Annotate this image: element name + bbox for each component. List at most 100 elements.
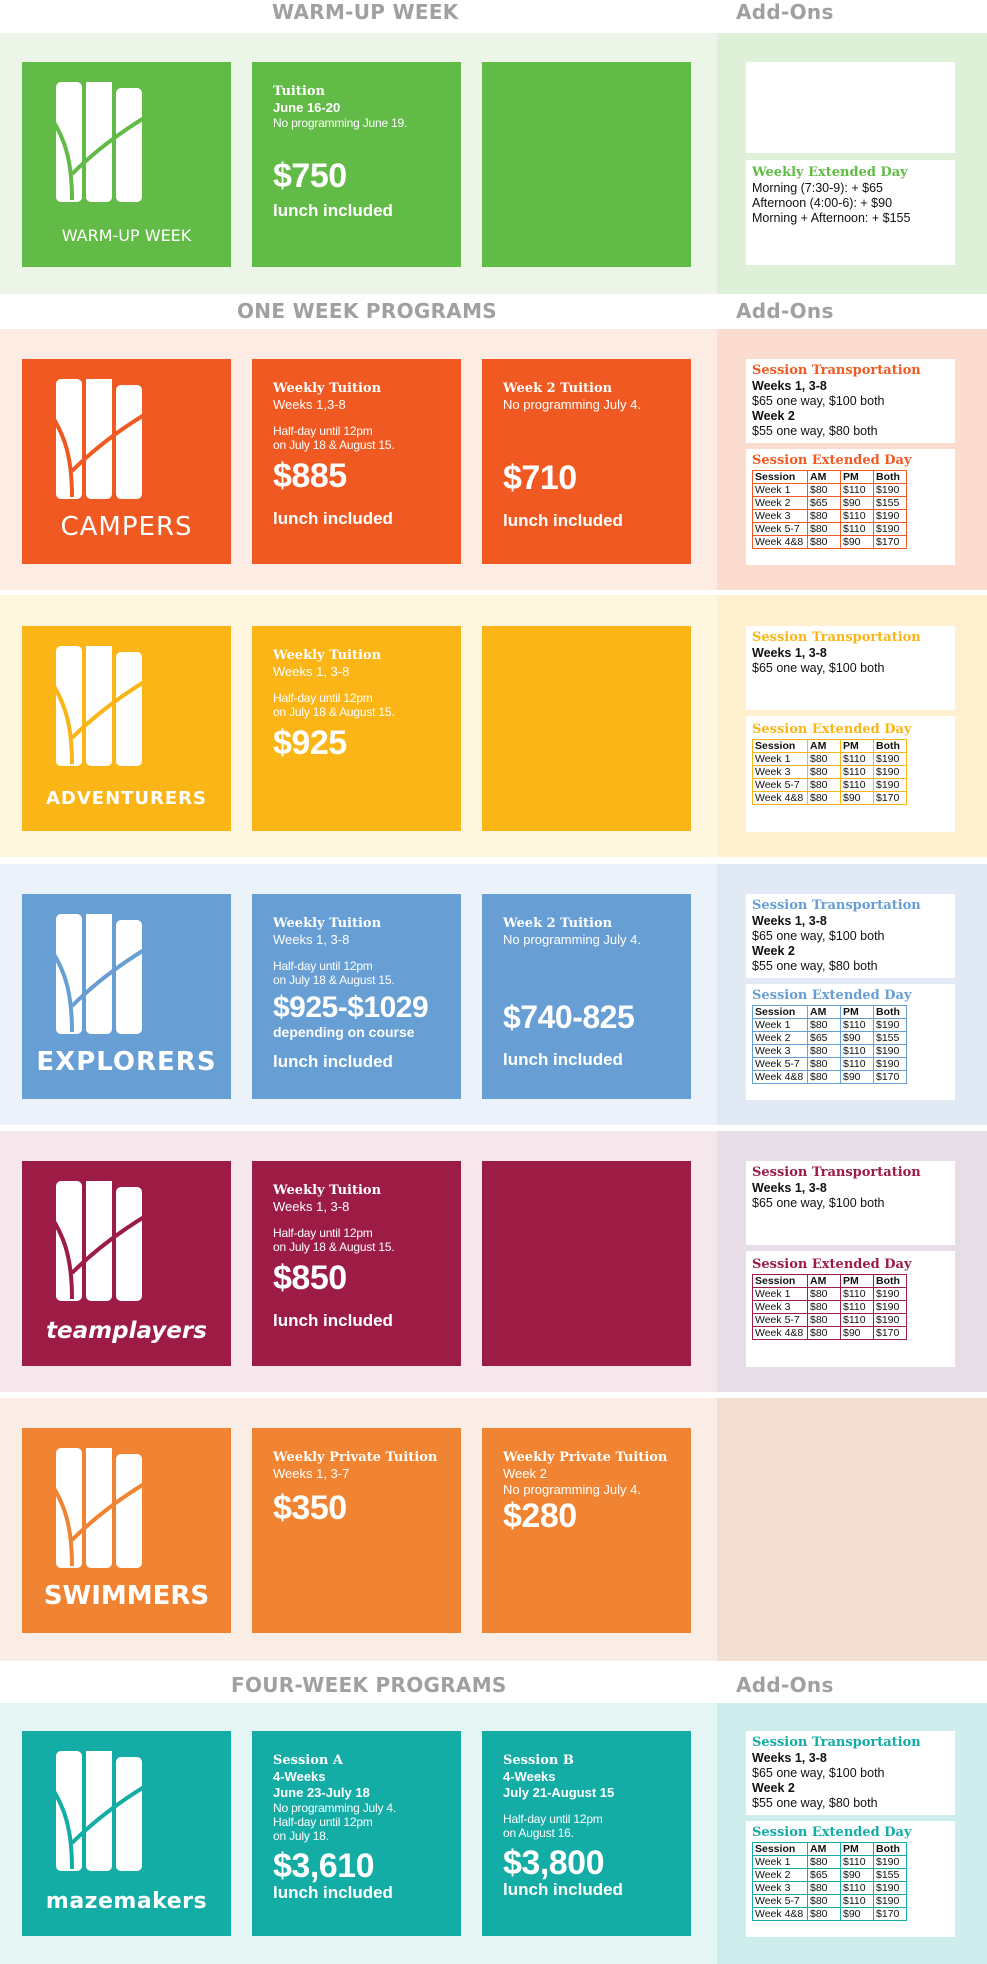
table-cell: Week 5-7 — [752, 1894, 808, 1908]
table-cell: Week 5-7 — [752, 522, 808, 536]
table-cell: $65 — [807, 1868, 841, 1882]
column-header: PM — [840, 1005, 874, 1019]
column-header: PM — [840, 470, 874, 484]
four-week-header: FOUR-WEEK PROGRAMS — [231, 1673, 507, 1697]
table-cell: $190 — [873, 1313, 907, 1327]
column-header: AM — [807, 739, 841, 753]
teamplayers-logo-tile: teamplayers — [22, 1161, 231, 1366]
table-cell: $90 — [840, 1031, 874, 1045]
half-day-note: Half-day until 12pm — [273, 959, 373, 973]
half-day-note: Half-day until 12pm — [503, 1812, 603, 1826]
half-day-dates: on July 18 & August 15. — [273, 438, 395, 452]
table-row: Week 4&8 $80 $90 $170 — [752, 791, 907, 805]
table-cell: Week 1 — [752, 752, 808, 766]
column-header: Both — [873, 1274, 907, 1288]
table-cell: $110 — [840, 1894, 874, 1908]
lunch-note: lunch included — [503, 511, 623, 530]
table-cell: $80 — [807, 1057, 841, 1071]
half-day-note: Half-day until 12pm — [273, 1815, 373, 1829]
extended-day-table: Session AM PM Both Week 1 $80 $110 $190 Wee… — [752, 470, 907, 549]
table-row: Week 1 $80 $110 $190 — [752, 1855, 907, 1869]
table-cell: $190 — [873, 1018, 907, 1032]
transport-weeks: Week 2 — [752, 409, 795, 423]
adventurers-logo-text: ADVENTURERS — [45, 788, 208, 809]
transport-weeks: Weeks 1, 3-8 — [752, 379, 827, 393]
table-cell: Week 5-7 — [752, 778, 808, 792]
table-row: Week 5-7 $80 $110 $190 — [752, 1313, 907, 1327]
mazemakers-logo-text: mazemakers — [45, 1889, 208, 1914]
tuition-weeks: Week 2 — [503, 1466, 547, 1481]
tuition-note: No programming July 4. — [503, 932, 641, 947]
session-price: $3,610 — [273, 1847, 375, 1885]
table-cell: $110 — [840, 778, 874, 792]
column-header: Session — [752, 1005, 808, 1019]
table-cell: $80 — [807, 1044, 841, 1058]
half-day-note: Half-day until 12pm — [273, 1226, 373, 1240]
swimmers-addons-band — [717, 1398, 987, 1661]
swimmers-private-tuition-tile: Weekly Private Tuition Weeks 1, 3-7 $350 — [252, 1428, 461, 1633]
column-header: AM — [807, 1274, 841, 1288]
table-cell: $170 — [873, 1326, 907, 1340]
table-cell: $110 — [840, 1057, 874, 1071]
table-cell: $110 — [840, 483, 874, 497]
transport-title: Session Transportation — [752, 1165, 921, 1180]
lunch-note: lunch included — [273, 509, 393, 528]
column-header: AM — [807, 470, 841, 484]
table-cell: $80 — [807, 1287, 841, 1301]
tuition-weeks: Weeks 1, 3-7 — [273, 1466, 350, 1481]
addons-header: Add-Ons — [736, 299, 834, 323]
table-cell: Week 4&8 — [752, 1907, 808, 1921]
campers-week2-tuition-tile: Week 2 Tuition No programming July 4. $7… — [482, 359, 691, 564]
half-day-dates: on July 18 & August 15. — [273, 973, 395, 987]
mazemakers-session-b-tile: Session B 4-Weeks July 21-August 15 Half… — [482, 1731, 691, 1936]
teamplayers-empty-tile — [482, 1161, 691, 1366]
table-header-row: Session AM PM Both — [752, 739, 907, 753]
tuition-dates: June 16-20 — [273, 100, 341, 115]
transport-weeks: Weeks 1, 3-8 — [752, 1181, 827, 1195]
table-row: Week 5-7 $80 $110 $190 — [752, 1894, 907, 1908]
tuition-title: Week 2 Tuition — [503, 381, 613, 396]
table-cell: $90 — [840, 1326, 874, 1340]
table-row: Week 1 $80 $110 $190 — [752, 1018, 907, 1032]
column-header: Session — [752, 1274, 808, 1288]
extended-day-table: Session AM PM Both Week 1 $80 $110 $190 Wee… — [752, 1274, 907, 1340]
tuition-title: Weekly Tuition — [273, 648, 382, 663]
half-day-note: Half-day until 12pm — [273, 424, 373, 438]
table-header-row: Session AM PM Both — [752, 1005, 907, 1019]
extended-day-line: Morning (7:30-9): + $65 — [752, 181, 883, 195]
table-cell: $80 — [807, 509, 841, 523]
table-cell: $110 — [840, 1855, 874, 1869]
table-cell: $190 — [873, 509, 907, 523]
table-cell: $90 — [840, 1070, 874, 1084]
table-row: Week 2 $65 $90 $155 — [752, 1868, 907, 1882]
tuition-weeks: Weeks 1, 3-8 — [273, 664, 350, 679]
table-cell: $80 — [807, 778, 841, 792]
table-cell: Week 1 — [752, 1287, 808, 1301]
table-cell: $155 — [873, 496, 907, 510]
campers-logo-text: CAMPERS — [60, 512, 193, 542]
tuition-note: No programming July 4. — [503, 1482, 641, 1497]
table-cell: Week 4&8 — [752, 1070, 808, 1084]
addons-header: Add-Ons — [736, 0, 834, 24]
transport-title: Session Transportation — [752, 363, 921, 378]
tuition-weeks: Weeks 1, 3-8 — [273, 932, 350, 947]
warmup-tuition-tile: Tuition June 16-20 No programming June 1… — [252, 62, 461, 267]
table-cell: $80 — [807, 752, 841, 766]
lunch-note: lunch included — [273, 1311, 393, 1330]
table-cell: Week 4&8 — [752, 791, 808, 805]
transport-title: Session Transportation — [752, 630, 921, 645]
table-header-row: Session AM PM Both — [752, 1842, 907, 1856]
extended-day-title: Session Extended Day — [752, 1257, 912, 1272]
table-cell: $80 — [807, 1855, 841, 1869]
session-dates: June 23-July 18 — [273, 1785, 370, 1800]
table-cell: $170 — [873, 1907, 907, 1921]
swimmers-week2-private-tuition-tile: Weekly Private Tuition Week 2 No program… — [482, 1428, 691, 1633]
adventurers-empty-tile — [482, 626, 691, 831]
column-header: Both — [873, 739, 907, 753]
table-cell: Week 4&8 — [752, 1326, 808, 1340]
tuition-title: Weekly Tuition — [273, 381, 382, 396]
transport-weeks: Weeks 1, 3-8 — [752, 1751, 827, 1765]
column-header: Session — [752, 470, 808, 484]
lunch-note: lunch included — [273, 1052, 393, 1071]
